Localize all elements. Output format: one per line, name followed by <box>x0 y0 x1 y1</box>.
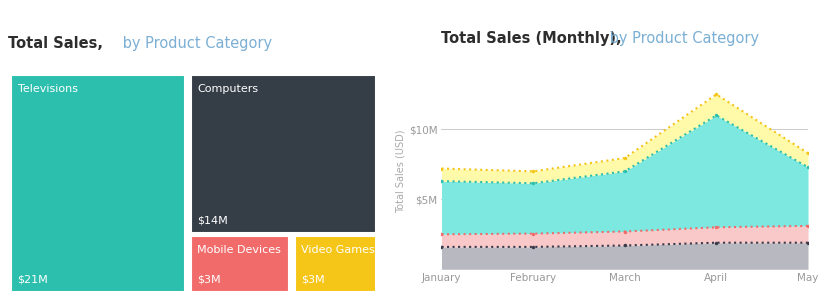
Text: Mobile Devices: Mobile Devices <box>197 245 282 255</box>
Text: $21M: $21M <box>17 275 48 285</box>
Text: Total Sales,: Total Sales, <box>8 36 103 51</box>
Y-axis label: Total Sales (USD): Total Sales (USD) <box>396 130 406 213</box>
Text: Computers: Computers <box>197 84 258 95</box>
Bar <box>191 236 289 292</box>
Text: Total Sales (Monthly),: Total Sales (Monthly), <box>441 31 622 46</box>
Bar <box>12 75 185 292</box>
Text: Video Games: Video Games <box>302 245 375 255</box>
Bar <box>191 75 376 233</box>
Text: $3M: $3M <box>302 275 325 285</box>
Text: Televisions: Televisions <box>17 84 77 95</box>
Text: by Product Category: by Product Category <box>117 36 272 51</box>
Bar <box>295 236 376 292</box>
Text: $14M: $14M <box>197 215 228 226</box>
Text: by Product Category: by Product Category <box>605 31 759 46</box>
Text: $3M: $3M <box>197 275 221 285</box>
